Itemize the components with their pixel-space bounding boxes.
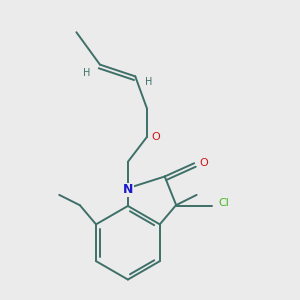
Text: Cl: Cl <box>219 198 230 208</box>
Text: H: H <box>83 68 90 78</box>
Text: O: O <box>152 132 160 142</box>
Text: H: H <box>145 77 152 87</box>
Text: O: O <box>199 158 208 168</box>
Text: N: N <box>123 183 133 196</box>
